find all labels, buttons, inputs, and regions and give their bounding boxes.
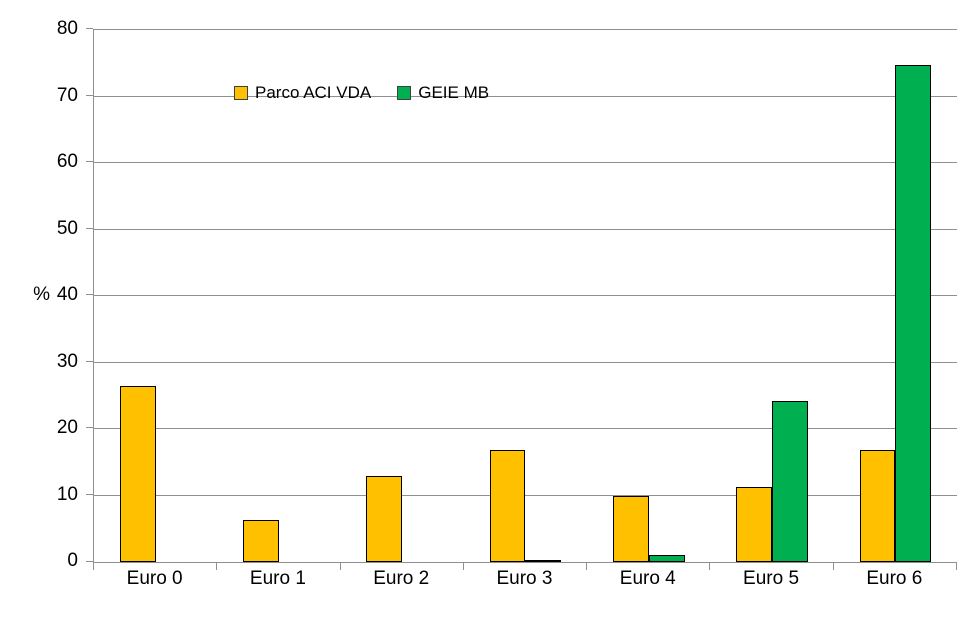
- gridline-10: [94, 494, 957, 496]
- y-axis-title: %: [33, 284, 50, 305]
- bar-parco-aci-vda-euro-5: [736, 487, 773, 562]
- category-euro-2: [341, 30, 464, 562]
- y-tick-40: [86, 294, 93, 295]
- bars-container: [94, 30, 957, 562]
- bar-parco-aci-vda-euro-3: [489, 450, 526, 562]
- category-euro-0: [94, 30, 217, 562]
- x-label-euro-2: Euro 2: [373, 568, 430, 589]
- y-tick-label-20: 20: [56, 417, 78, 438]
- x-label-euro-4: Euro 4: [619, 568, 676, 589]
- x-axis-labels: Euro 0 Euro 1 Euro 2 Euro 3 Euro 4 Euro 5 Euro…: [93, 568, 956, 590]
- bar-parco-aci-vda-euro-1: [243, 520, 279, 562]
- legend-swatch-geie-mb: [397, 86, 412, 100]
- bar-group-5: [710, 401, 833, 562]
- x-tick-3: [462, 562, 464, 570]
- gridline-30: [94, 361, 957, 363]
- bar-parco-aci-vda-euro-4: [613, 496, 649, 562]
- legend-item-geie-mb: GEIE MB: [397, 83, 489, 103]
- x-tick-5: [709, 562, 711, 570]
- bar-geie-mb-euro-3: [525, 560, 562, 562]
- x-label-euro-5: Euro 5: [743, 568, 800, 589]
- x-tick-1: [216, 562, 218, 570]
- y-tick-label-0: 0: [67, 550, 78, 571]
- y-tick-20: [86, 427, 93, 428]
- legend: Parco ACI VDA GEIE MB: [234, 83, 489, 103]
- bar-parco-aci-vda-euro-0: [119, 386, 156, 562]
- x-tick-0: [93, 562, 94, 570]
- bar-group-0: [94, 386, 217, 562]
- bar-geie-mb-euro-4: [648, 555, 685, 562]
- category-euro-6: [834, 30, 957, 562]
- category-euro-1: [217, 30, 340, 562]
- y-tick-50: [86, 227, 93, 229]
- bar-group-3: [464, 450, 587, 562]
- y-tick-label-70: 70: [56, 84, 78, 106]
- bar-group-2: [341, 476, 464, 562]
- gridline-60: [94, 162, 957, 163]
- legend-item-parco-aci-vda: Parco ACI VDA: [234, 83, 371, 103]
- y-tick-label-30: 30: [56, 350, 78, 372]
- legend-label-geie-mb: GEIE MB: [418, 83, 490, 102]
- x-label-euro-3: Euro 3: [496, 568, 553, 589]
- x-label-euro-1: Euro 1: [249, 568, 306, 589]
- y-tick-0: [86, 561, 93, 562]
- x-label-euro-0: Euro 0: [126, 568, 183, 589]
- y-tick-70: [86, 94, 93, 96]
- bar-geie-mb-euro-5: [772, 401, 808, 562]
- category-euro-4: [587, 30, 710, 562]
- category-euro-5: [710, 30, 833, 562]
- bar-group-6: [834, 65, 957, 562]
- x-tick-6: [832, 562, 834, 570]
- y-tick-label-40: 40: [56, 284, 78, 305]
- legend-swatch-parco-aci-vda: [234, 86, 248, 100]
- y-tick-30: [86, 360, 93, 362]
- y-tick-10: [86, 493, 93, 495]
- x-tick-4: [586, 562, 588, 570]
- category-euro-3: [464, 30, 587, 562]
- bar-parco-aci-vda-euro-6: [859, 450, 896, 562]
- x-tick-7: [956, 562, 957, 570]
- y-tick-label-80: 80: [56, 18, 78, 39]
- legend-label-parco-aci-vda: Parco ACI VDA: [255, 83, 372, 102]
- plot-area: Parco ACI VDA GEIE MB: [93, 29, 957, 563]
- bar-group-4: [587, 496, 710, 562]
- y-tick-label-60: 60: [56, 151, 78, 172]
- bar-group-1: [217, 520, 340, 562]
- bar-parco-aci-vda-euro-2: [366, 476, 403, 562]
- gridline-70: [94, 95, 957, 97]
- x-label-euro-6: Euro 6: [866, 568, 923, 589]
- y-tick-label-10: 10: [56, 483, 78, 505]
- gridline-20: [94, 428, 957, 429]
- bar-geie-mb-euro-6: [895, 65, 932, 562]
- gridline-40: [94, 295, 957, 296]
- y-tick-60: [86, 161, 93, 162]
- y-tick-80: [86, 28, 93, 29]
- x-tick-2: [339, 562, 341, 570]
- y-tick-label-50: 50: [56, 217, 78, 239]
- gridline-50: [94, 228, 957, 230]
